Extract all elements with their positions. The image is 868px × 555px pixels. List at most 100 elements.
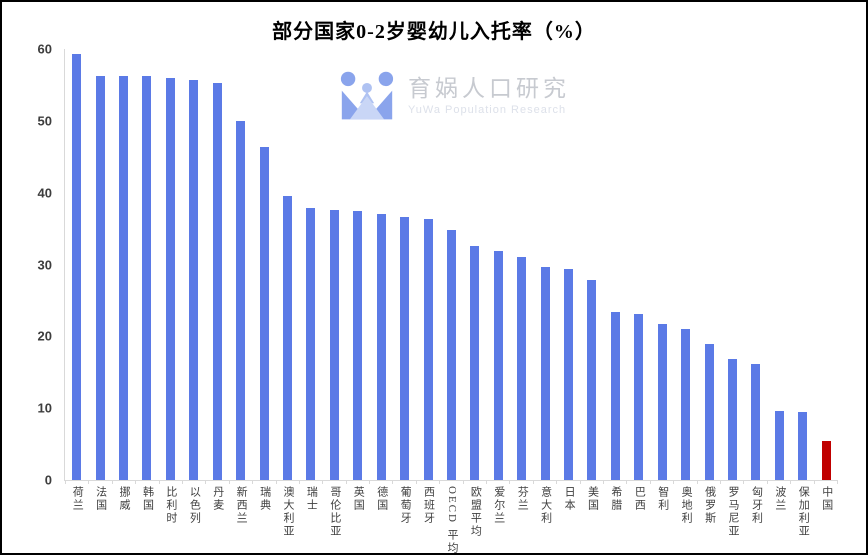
bar-slot: [182, 49, 205, 480]
x-axis-label: 韩国: [141, 486, 154, 512]
x-tick: [347, 480, 371, 484]
bar: [493, 250, 503, 480]
chart-title: 部分国家0-2岁婴幼儿入托率（%）: [272, 21, 596, 43]
watermark: 育娲人口研究 YuWa Population Research: [340, 70, 570, 122]
x-tick: [721, 480, 745, 484]
x-tick: [510, 480, 534, 484]
x-axis-label: 丹麦: [211, 486, 224, 512]
x-tick: [768, 480, 792, 484]
x-tick: [183, 480, 207, 484]
bar-slot: [557, 49, 580, 480]
x-tick: [323, 480, 347, 484]
bar-slot: [323, 49, 346, 480]
bar-slot: [744, 49, 767, 480]
x-label-slot: 荷兰: [65, 486, 88, 512]
bar: [657, 324, 667, 480]
bar-slot: [299, 49, 322, 480]
bars-row: [65, 49, 838, 480]
bar-slot: [463, 49, 486, 480]
y-tick-label: 40: [37, 185, 52, 201]
y-tick-label: 20: [37, 328, 52, 344]
x-axis-label: 俄罗斯: [703, 486, 716, 525]
x-tick: [698, 480, 721, 484]
bar: [587, 280, 597, 480]
x-label-slot: 希腊: [604, 486, 627, 512]
x-axis-label: 德国: [375, 486, 388, 512]
bar: [72, 54, 82, 480]
x-tick: [113, 480, 137, 484]
bar: [212, 83, 222, 480]
x-axis-label: 意大利: [539, 486, 552, 525]
bar-slot: [65, 49, 88, 480]
bar: [376, 213, 386, 480]
x-label-slot: 新西兰: [229, 486, 252, 525]
bar-slot: [88, 49, 111, 480]
x-label-slot: 瑞典: [252, 486, 275, 512]
x-axis-label: 匈牙利: [750, 486, 763, 525]
x-axis-label: 挪威: [118, 486, 131, 512]
x-label-slot: 日本: [557, 486, 580, 512]
bar: [517, 257, 527, 480]
x-axis-label: 澳大利亚: [282, 486, 294, 538]
x-label-slot: 匈牙利: [744, 486, 767, 525]
x-axis-label: 中国: [820, 486, 833, 512]
x-tick: [534, 480, 558, 484]
x-label-slot: 意大利: [533, 486, 556, 525]
bar-slot: [135, 49, 158, 480]
bar: [564, 268, 574, 480]
bar: [423, 219, 433, 480]
bar: [821, 440, 831, 480]
x-axis-label: 爱尔兰: [492, 486, 505, 525]
bar-slot: [533, 49, 556, 480]
x-axis-label: 巴西: [633, 486, 646, 512]
x-axis-label: 欧盟平均: [469, 486, 482, 538]
x-axis-label: 新西兰: [235, 486, 248, 525]
bar-slot: [604, 49, 627, 480]
x-axis-label: 法国: [94, 486, 107, 512]
x-tick: [89, 480, 113, 484]
bar: [329, 209, 339, 480]
bar: [751, 363, 761, 480]
x-label-slot: OECD 平均: [440, 486, 463, 553]
x-axis-label: 保加利亚: [797, 486, 810, 538]
watermark-subtitle: YuWa Population Research: [408, 104, 567, 117]
x-label-slot: 波兰: [768, 486, 791, 512]
bar-slot: [276, 49, 299, 480]
x-axis-label: 西班牙: [422, 486, 435, 525]
bar: [446, 230, 456, 480]
x-label-slot: 罗马尼亚: [721, 486, 744, 538]
bar-slot: [721, 49, 744, 480]
bar-slot: [440, 49, 463, 480]
x-tick: [206, 480, 230, 484]
bar-slot: [206, 49, 229, 480]
bar-slot: [159, 49, 182, 480]
x-label-slot: 葡萄牙: [393, 486, 416, 525]
bar: [142, 76, 152, 480]
x-tick: [674, 480, 698, 484]
x-tick: [815, 480, 838, 484]
x-axis-label: 希腊: [609, 486, 622, 512]
x-tick: [230, 480, 254, 484]
bar-slot: [229, 49, 252, 480]
bar: [470, 245, 480, 480]
bar-slot: [112, 49, 135, 480]
x-label-slot: 英国: [346, 486, 369, 512]
bar-slot: [651, 49, 674, 480]
x-axis-label: 日本: [563, 486, 576, 512]
x-tick: [651, 480, 675, 484]
x-tick: [370, 480, 394, 484]
x-tick: [557, 480, 581, 484]
x-tick: [791, 480, 815, 484]
bar-slot: [627, 49, 650, 480]
x-axis-label: 荷兰: [71, 486, 84, 512]
x-label-slot: 俄罗斯: [697, 486, 720, 525]
x-label-slot: 丹麦: [206, 486, 229, 512]
bar: [236, 120, 246, 480]
bar: [704, 344, 714, 480]
bar: [540, 267, 550, 480]
x-tick: [300, 480, 324, 484]
y-tick-label: 60: [37, 41, 52, 57]
bar: [306, 208, 316, 480]
x-axis-label: 瑞士: [305, 486, 318, 512]
x-axis-label: 葡萄牙: [399, 486, 412, 525]
